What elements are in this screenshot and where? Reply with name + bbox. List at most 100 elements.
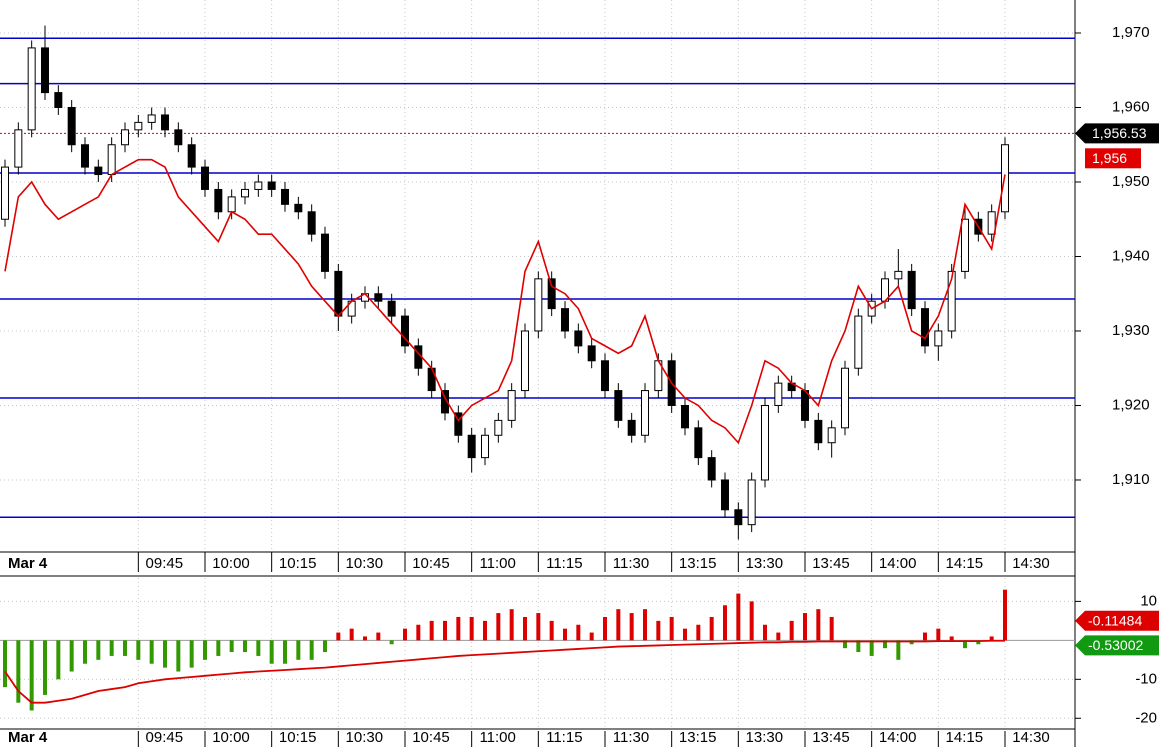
candle-body bbox=[27, 47, 36, 131]
candle-body bbox=[481, 434, 489, 459]
histogram-bar bbox=[96, 640, 101, 660]
x-tick-label: 10:00 bbox=[212, 729, 250, 746]
candle-body bbox=[81, 144, 89, 168]
x-tick-label: 11:00 bbox=[479, 729, 515, 746]
histogram-bar bbox=[616, 609, 621, 641]
histogram-bar bbox=[69, 640, 74, 672]
histogram-bar bbox=[856, 640, 861, 653]
histogram-bar bbox=[683, 628, 687, 641]
y-tick-label: 1,910 bbox=[1112, 471, 1150, 488]
last-price-label: 1,956.53 bbox=[1092, 125, 1147, 141]
histogram-bar bbox=[696, 624, 701, 641]
histogram-bar bbox=[536, 613, 541, 641]
candle-body bbox=[241, 188, 249, 198]
histogram-bar bbox=[923, 632, 927, 641]
candle-body bbox=[427, 367, 436, 392]
candle-body bbox=[627, 419, 636, 436]
candle-body bbox=[121, 129, 129, 146]
histogram-bar bbox=[136, 640, 141, 660]
histogram-bar bbox=[523, 616, 527, 641]
candle-body bbox=[267, 181, 276, 190]
signal-line bbox=[4, 639, 1006, 704]
candle-body bbox=[14, 129, 23, 168]
candle-body bbox=[801, 390, 809, 421]
histogram-bar bbox=[709, 616, 714, 641]
histogram-bar bbox=[883, 640, 887, 649]
candle-body bbox=[814, 419, 823, 444]
histogram-bar bbox=[509, 609, 514, 641]
x-tick-label: 10:15 bbox=[279, 729, 317, 746]
histogram-bar bbox=[443, 620, 447, 641]
candle-body bbox=[907, 270, 916, 310]
candle-body bbox=[774, 382, 783, 406]
candle-body bbox=[961, 218, 969, 272]
y-tick-label: 10 bbox=[1140, 592, 1157, 609]
x-tick-label: 11:30 bbox=[613, 555, 649, 572]
candle-body bbox=[721, 479, 729, 511]
histogram-bar bbox=[949, 636, 954, 641]
histogram-bar bbox=[629, 613, 634, 641]
candle-body bbox=[334, 270, 343, 317]
x-tick-label: 14:15 bbox=[946, 729, 984, 746]
histogram-bar bbox=[989, 636, 994, 641]
histogram-bar bbox=[456, 616, 461, 641]
x-tick-label: 13:15 bbox=[679, 555, 717, 572]
candle-body bbox=[707, 457, 716, 481]
histogram-bar bbox=[469, 616, 474, 641]
histogram-bar bbox=[776, 632, 781, 641]
candle-body bbox=[947, 270, 956, 332]
histogram-bar bbox=[269, 640, 274, 664]
candle-body bbox=[201, 166, 209, 190]
x-tick-label: 10:00 bbox=[212, 555, 250, 572]
candle-body bbox=[587, 345, 596, 362]
histogram-bar bbox=[816, 609, 821, 641]
candle-body bbox=[94, 166, 103, 176]
date-label: Mar 4 bbox=[8, 729, 48, 746]
candle-body bbox=[401, 315, 409, 347]
x-tick-label: 14:30 bbox=[1012, 555, 1050, 572]
histogram-bar bbox=[283, 640, 287, 664]
histogram-bar bbox=[243, 640, 247, 653]
histogram-bar bbox=[416, 624, 421, 641]
histogram-bar bbox=[203, 640, 207, 660]
candle-body bbox=[67, 106, 76, 146]
histogram-bar bbox=[976, 640, 981, 645]
x-tick-label: 09:45 bbox=[146, 729, 184, 746]
x-tick-label: 11:00 bbox=[479, 555, 515, 572]
histogram-bar bbox=[16, 640, 21, 703]
candle-body bbox=[174, 129, 183, 146]
candle-body bbox=[1, 166, 9, 220]
candle-body bbox=[841, 367, 849, 429]
candle-body bbox=[681, 404, 689, 429]
y-tick-label: 1,950 bbox=[1112, 173, 1150, 190]
candle-body bbox=[281, 188, 289, 205]
histogram-bar bbox=[669, 616, 674, 641]
histogram-bar bbox=[576, 624, 581, 641]
x-tick-label: 13:30 bbox=[746, 555, 784, 572]
value-tag-label: -0.11484 bbox=[1088, 612, 1142, 628]
x-tick-label: 13:30 bbox=[746, 729, 784, 746]
candle-body bbox=[921, 308, 929, 347]
average-line bbox=[4, 158, 1006, 445]
histogram-bar bbox=[176, 640, 181, 672]
histogram-bar bbox=[56, 640, 61, 680]
candle-body bbox=[534, 278, 543, 332]
average-tag bbox=[1085, 148, 1141, 169]
candle-body bbox=[227, 196, 236, 213]
histogram-bar bbox=[296, 640, 301, 660]
candle-body bbox=[254, 181, 263, 190]
x-tick-label: 13:45 bbox=[812, 729, 850, 746]
histogram-bar bbox=[109, 640, 114, 656]
histogram-bar bbox=[429, 620, 434, 641]
y-tick-label: 1,940 bbox=[1112, 247, 1150, 264]
histogram-bar bbox=[189, 640, 194, 668]
candle-body bbox=[507, 390, 516, 421]
candle-body bbox=[374, 293, 383, 302]
histogram-bar bbox=[483, 620, 487, 641]
histogram-bar bbox=[763, 624, 767, 641]
candle-body bbox=[294, 203, 303, 213]
histogram-bar bbox=[149, 640, 154, 664]
histogram-bar bbox=[843, 640, 847, 649]
histogram-bar bbox=[83, 640, 87, 664]
